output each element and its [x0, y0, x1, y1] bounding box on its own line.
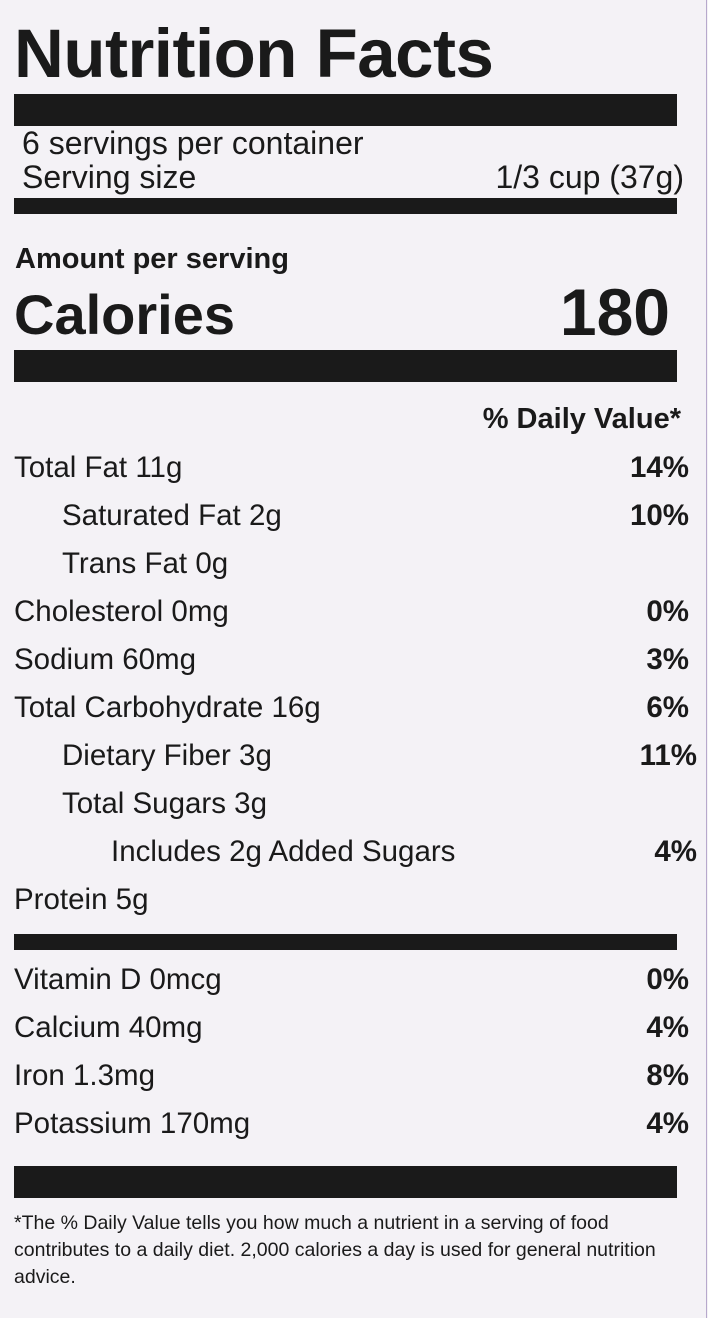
iron: Iron 1.3mg [14, 1059, 156, 1092]
divider-medium [14, 198, 677, 214]
divider-thick [14, 350, 677, 382]
nutrient-cholesterol-dv: 0% [646, 595, 689, 628]
nutrient-dietary-fiber-dv: 11% [639, 739, 697, 772]
label-title: Nutrition Facts [14, 15, 494, 92]
nutrient-sodium-dv: 3% [646, 643, 689, 676]
calcium-dv: 4% [646, 1011, 689, 1044]
amount-per-serving: Amount per serving [15, 243, 289, 275]
vitamin-d-dv: 0% [646, 963, 689, 996]
daily-value-header: % Daily Value* [482, 403, 681, 435]
nutrient-total-fat: Total Fat 11g [14, 451, 183, 484]
servings-per-container: 6 servings per container [22, 125, 364, 161]
nutrient-protein: Protein 5g [14, 883, 149, 916]
nutrient-trans-fat: Trans Fat 0g [62, 547, 229, 580]
calcium: Calcium 40mg [14, 1011, 203, 1044]
nutrient-sodium: Sodium 60mg [14, 643, 197, 676]
potassium: Potassium 170mg [14, 1107, 251, 1140]
calories-label: Calories [14, 283, 235, 346]
serving-size-label: Serving size [22, 159, 197, 195]
nutrient-dietary-fiber: Dietary Fiber 3g [62, 739, 272, 772]
nutrient-total-carbohydrate-dv: 6% [646, 691, 689, 724]
calories-value: 180 [559, 275, 670, 349]
nutrient-total-sugars: Total Sugars 3g [62, 787, 267, 820]
nutrient-total-carbohydrate: Total Carbohydrate 16g [14, 691, 321, 724]
iron-dv: 8% [646, 1059, 689, 1092]
divider-medium [14, 934, 677, 950]
serving-size-value: 1/3 cup (37g) [495, 159, 684, 195]
vitamin-d: Vitamin D 0mcg [14, 963, 222, 996]
nutrient-added-sugars: Includes 2g Added Sugars [111, 835, 456, 868]
nutrient-added-sugars-dv: 4% [654, 835, 697, 868]
divider-thick [14, 1166, 677, 1198]
potassium-dv: 4% [646, 1107, 689, 1140]
footnote: *The % Daily Value tells you how much a … [14, 1212, 656, 1288]
divider-thick [14, 94, 677, 126]
nutrient-saturated-fat: Saturated Fat 2g [62, 499, 282, 532]
nutrient-total-fat-dv: 14% [629, 451, 689, 484]
nutrient-cholesterol: Cholesterol 0mg [14, 595, 229, 628]
nutrient-saturated-fat-dv: 10% [629, 499, 689, 532]
